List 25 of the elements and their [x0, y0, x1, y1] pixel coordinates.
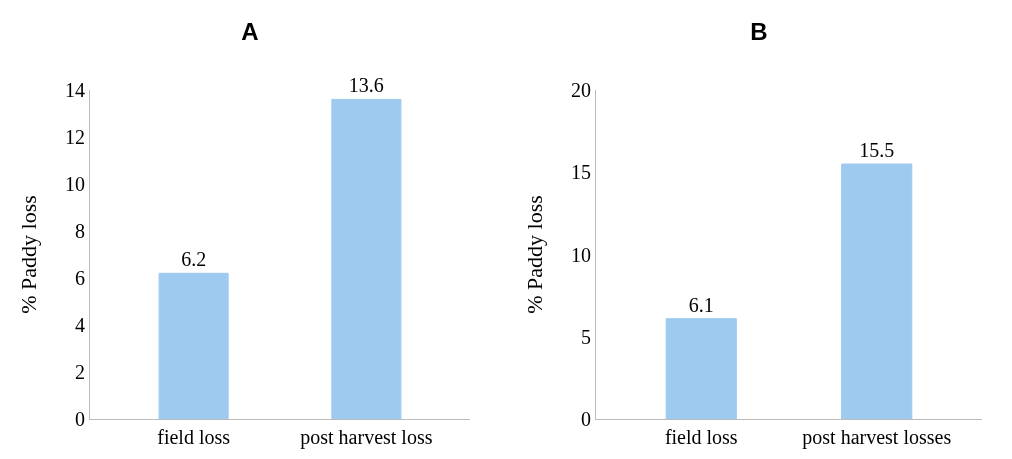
x-tick-label: post harvest loss [300, 426, 433, 449]
y-tick-label: 20 [571, 79, 591, 101]
data-label: 13.6 [348, 74, 384, 97]
y-tick-label: 0 [75, 408, 85, 430]
y-tick-label: 8 [75, 220, 85, 242]
y-tick-label: 0 [581, 408, 591, 430]
y-axis-title: % Paddy loss [522, 195, 547, 314]
y-tick-label: 12 [65, 126, 85, 148]
y-tick-label: 10 [65, 173, 85, 195]
data-label: 6.1 [688, 293, 714, 316]
x-tick-label: post harvest losses [802, 426, 952, 449]
chart-title: A [241, 17, 259, 45]
y-tick-label: 4 [75, 314, 85, 336]
chart-title: B [750, 17, 768, 45]
y-tick-label: 14 [65, 79, 85, 101]
x-tick-label: field loss [157, 426, 231, 448]
x-tick-label: field loss [664, 426, 738, 448]
y-tick-label: 5 [581, 325, 591, 348]
y-axis-title: % Paddy loss [16, 195, 41, 314]
y-tick-label: 15 [571, 161, 591, 184]
data-label: 6.2 [181, 248, 207, 271]
y-tick-label: 6 [75, 267, 85, 289]
data-label: 15.5 [859, 139, 895, 162]
y-tick-label: 2 [75, 361, 85, 383]
y-tick-label: 10 [571, 243, 591, 266]
